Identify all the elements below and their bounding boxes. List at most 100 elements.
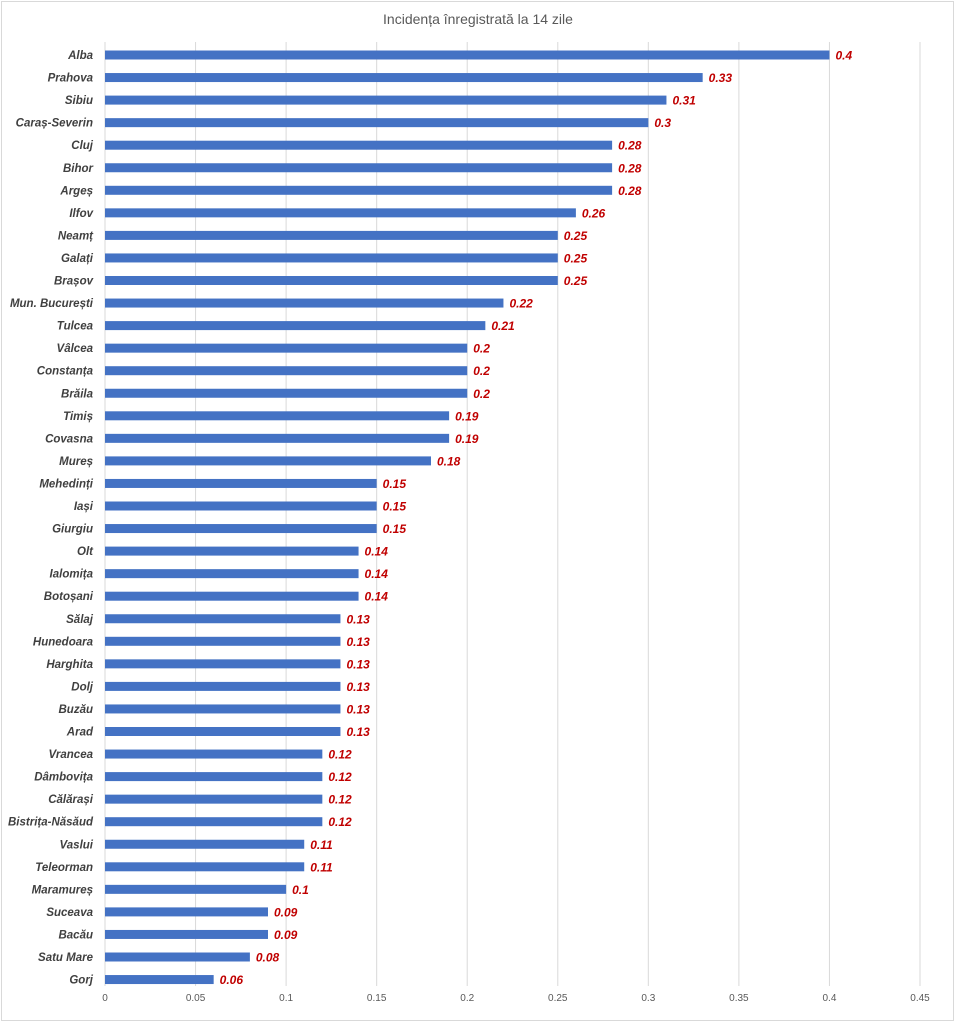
category-label: Ilfov <box>69 208 93 220</box>
category-label: Bacău <box>58 929 93 941</box>
category-label: Alba <box>67 50 94 62</box>
bar <box>105 727 341 736</box>
data-label: 0.12 <box>328 793 352 807</box>
category-label: Neamț <box>58 230 94 242</box>
category-label: Harghita <box>46 659 93 671</box>
category-label: Călărași <box>48 794 94 806</box>
data-label: 0.18 <box>437 454 461 468</box>
x-tick-label: 0.4 <box>822 993 836 1004</box>
bar <box>105 208 576 218</box>
bar <box>105 253 558 263</box>
category-label: Sălaj <box>66 614 94 626</box>
data-label: 0.28 <box>618 184 642 198</box>
bar <box>105 73 703 83</box>
bar <box>105 659 341 669</box>
data-label: 0.15 <box>383 522 407 536</box>
category-label: Tulcea <box>57 321 94 333</box>
data-label: 0.12 <box>328 815 352 829</box>
x-tick-label: 0.35 <box>729 993 749 1004</box>
value-labels: 0.4 0.33 0.310.3 0.28 0.28 0.28 0.26 0.25 0.25 0.… <box>220 49 853 988</box>
bar <box>105 862 305 872</box>
data-label: 0.19 <box>455 409 479 423</box>
bar <box>105 839 305 849</box>
grid-lines <box>104 42 921 986</box>
bar <box>105 95 667 105</box>
bar <box>105 524 377 534</box>
data-label: 0.25 <box>564 274 588 288</box>
x-tick-label: 0 <box>102 993 108 1004</box>
data-label: 0.15 <box>383 477 407 491</box>
data-label: 0.13 <box>346 657 370 671</box>
bar <box>105 817 323 827</box>
data-label: 0.14 <box>365 545 389 559</box>
x-tick-label: 0.3 <box>641 993 655 1004</box>
data-label: 0.25 <box>564 251 588 265</box>
category-label: Gorj <box>69 975 93 987</box>
bar <box>105 276 558 285</box>
data-label: 0.33 <box>709 71 733 85</box>
bar <box>105 907 268 917</box>
category-label: Iași <box>74 501 94 513</box>
data-label: 0.14 <box>365 567 389 581</box>
bar <box>105 163 613 173</box>
data-label: 0.28 <box>618 139 642 153</box>
bar <box>105 501 377 511</box>
category-label: Bihor <box>63 163 94 175</box>
category-label: Vrancea <box>48 749 93 761</box>
category-label: Hunedoara <box>33 636 94 648</box>
category-label: Mehedinți <box>39 478 93 490</box>
data-label: 0.11 <box>310 838 333 852</box>
data-label: 0.15 <box>383 500 407 514</box>
data-label: 0.4 <box>835 49 852 63</box>
category-label: Timiș <box>63 411 93 423</box>
bar <box>105 343 468 353</box>
bar <box>105 118 649 128</box>
category-label: Argeș <box>59 185 93 197</box>
bars <box>105 50 830 985</box>
data-label: 0.12 <box>328 748 352 762</box>
data-label: 0.19 <box>455 432 479 446</box>
category-label: Dolj <box>71 681 94 693</box>
bar <box>105 975 214 985</box>
bar <box>105 704 341 714</box>
bar <box>105 681 341 691</box>
bar <box>105 884 287 894</box>
category-label: Galați <box>61 253 94 265</box>
category-label: Teleorman <box>35 862 93 874</box>
category-label: Buzău <box>59 704 94 716</box>
data-label: 0.14 <box>365 590 389 604</box>
data-label: 0.25 <box>564 229 588 243</box>
bar <box>105 433 450 443</box>
data-label: 0.13 <box>346 612 370 626</box>
data-label: 0.08 <box>256 951 280 965</box>
bar <box>105 546 359 556</box>
category-label: Mureș <box>59 456 93 468</box>
bar <box>105 794 323 804</box>
data-label: 0.31 <box>672 94 696 108</box>
category-label: Vaslui <box>60 839 94 851</box>
bar <box>105 298 504 308</box>
bar <box>105 140 613 150</box>
data-label: 0.3 <box>654 116 671 130</box>
category-label: Brașov <box>54 276 94 288</box>
x-tick-label: 0.1 <box>279 993 293 1004</box>
category-label: Caraș-Severin <box>16 118 93 130</box>
bar <box>105 478 377 488</box>
x-tick-label: 0.2 <box>460 993 474 1004</box>
category-labels: Alba Prahova Sibiu Caraș-Severin Cluj Bihor Ar… <box>8 50 94 987</box>
data-label: 0.22 <box>509 297 533 311</box>
category-label: Suceava <box>46 907 93 919</box>
bar <box>105 230 558 240</box>
data-label: 0.1 <box>292 883 309 897</box>
data-label: 0.09 <box>274 905 298 919</box>
chart-title: Incidența înregistrată la 14 zile <box>383 11 573 27</box>
data-label: 0.26 <box>582 206 606 220</box>
bar <box>105 952 250 962</box>
x-tick-label: 0.45 <box>910 993 930 1004</box>
x-tick-label: 0.05 <box>186 993 206 1004</box>
x-axis-ticks: 0 0.05 0.1 0.15 0.2 0.25 0.3 0.35 0.4 0.45 <box>102 993 930 1004</box>
bar <box>105 929 268 939</box>
bar <box>105 636 341 646</box>
category-label: Dâmbovița <box>34 772 93 784</box>
